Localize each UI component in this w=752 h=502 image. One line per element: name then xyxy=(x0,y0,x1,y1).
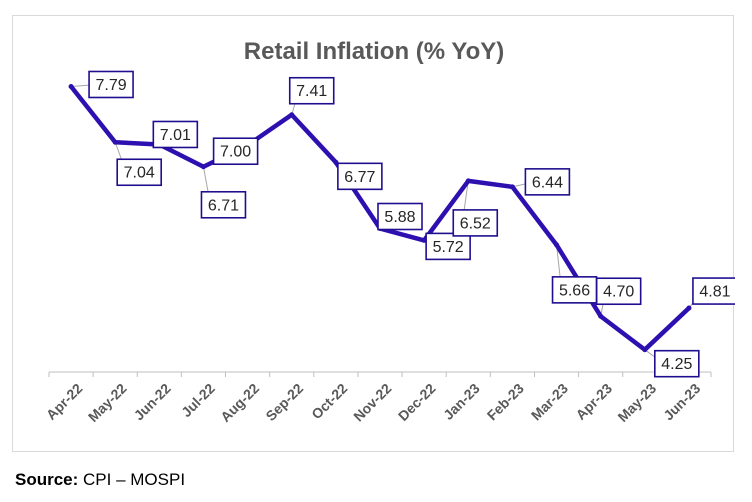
data-label: 7.01 xyxy=(160,127,191,144)
data-label: 6.77 xyxy=(344,169,375,186)
data-label-box xyxy=(88,70,134,99)
x-tick-label: Jun-22 xyxy=(131,380,174,423)
data-label: 7.79 xyxy=(95,77,126,94)
data-label-box xyxy=(337,162,383,191)
data-point xyxy=(642,347,648,353)
data-point xyxy=(200,164,206,170)
x-tick-label: Oct-22 xyxy=(308,380,350,422)
data-label-box xyxy=(595,277,642,306)
data-label-box xyxy=(524,168,571,196)
x-tick-label: Sep-22 xyxy=(262,380,306,424)
x-tick-label: Dec-22 xyxy=(395,380,439,424)
data-label: 4.70 xyxy=(603,284,634,301)
data-point xyxy=(509,184,515,190)
data-label: 7.41 xyxy=(296,83,327,100)
x-tick-label: Aug-22 xyxy=(217,380,262,425)
data-label-box xyxy=(551,276,598,304)
x-tick-label: Apr-22 xyxy=(43,380,86,423)
x-tick-label: Jan-23 xyxy=(440,380,483,423)
data-label: 4.81 xyxy=(699,284,730,301)
data-point xyxy=(686,305,692,311)
source-text: CPI – MOSPI xyxy=(78,470,186,489)
data-point xyxy=(289,112,295,118)
data-label: 5.88 xyxy=(384,209,415,226)
data-label-box xyxy=(212,137,259,166)
data-label: 6.44 xyxy=(532,174,563,191)
data-point xyxy=(112,139,118,145)
data-label-box xyxy=(152,120,199,149)
source-label: Source: xyxy=(15,470,79,489)
chart-frame: Retail Inflation (% YoY) Apr-22 May-22 Jun… xyxy=(12,15,735,452)
x-tick-label: May-23 xyxy=(614,380,659,425)
data-label-box xyxy=(452,209,499,237)
data-label-box xyxy=(200,190,247,219)
data-label-box xyxy=(377,202,423,231)
data-point xyxy=(68,83,74,89)
chart-plot: Apr-22 May-22 Jun-22 Jul-22 Aug-22 Sep-22 Oct-… xyxy=(43,70,735,425)
data-point xyxy=(465,178,471,184)
x-tick-label: May-22 xyxy=(85,380,130,425)
data-label: 6.52 xyxy=(460,215,491,232)
data-label: 5.66 xyxy=(559,282,590,299)
source-line: Source: CPI – MOSPI xyxy=(15,470,185,490)
data-label: 7.00 xyxy=(220,144,251,161)
x-tick-label: Feb-23 xyxy=(484,380,527,423)
data-label-box xyxy=(653,349,700,378)
chart-title: Retail Inflation (% YoY) xyxy=(243,38,505,65)
data-label-box xyxy=(692,277,735,305)
data-label: 5.72 xyxy=(433,239,464,256)
data-label: 6.71 xyxy=(208,197,239,214)
data-label-box xyxy=(116,158,162,187)
x-tick-label: Jul-22 xyxy=(178,380,218,420)
data-point xyxy=(598,313,604,319)
x-tick-label: Mar-23 xyxy=(528,380,571,423)
x-tick-label: Nov-22 xyxy=(350,380,394,424)
data-label: 7.04 xyxy=(124,165,155,182)
data-point xyxy=(554,242,560,248)
x-tick-label: Jun-23 xyxy=(660,380,703,423)
data-label: 4.25 xyxy=(661,356,692,373)
data-label-box xyxy=(288,76,335,105)
x-tick-label: Apr-23 xyxy=(572,380,615,423)
data-label-box xyxy=(425,232,471,261)
